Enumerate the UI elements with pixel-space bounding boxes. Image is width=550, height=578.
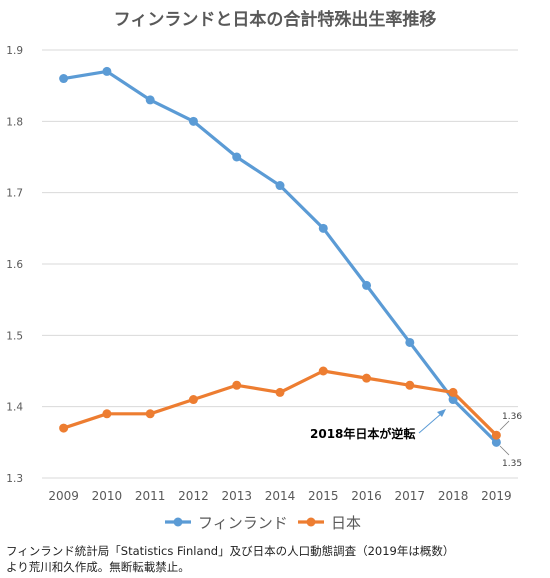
data-point — [405, 337, 415, 347]
legend-item: フィンランド — [165, 514, 288, 532]
x-tick-label: 2016 — [351, 489, 382, 503]
annotations: 2018年日本が逆転 1.36 1.35 — [310, 409, 522, 469]
x-tick-label: 2013 — [221, 489, 252, 503]
data-point — [145, 95, 155, 105]
data-point — [102, 409, 112, 419]
crossover-annotation: 2018年日本が逆転 — [310, 426, 415, 441]
chart-title: フィンランドと日本の合計特殊出生率推移 — [114, 9, 437, 30]
x-tick-label: 2010 — [92, 489, 123, 503]
series-layer — [59, 66, 501, 447]
data-point — [188, 116, 198, 126]
data-point — [102, 66, 112, 76]
data-point — [405, 380, 415, 390]
gridlines — [42, 49, 518, 479]
data-point — [188, 395, 198, 405]
y-tick-label: 1.8 — [6, 116, 23, 128]
source-line-2: より荒川和久作成。無断転載禁止。 — [6, 560, 190, 574]
data-point — [59, 74, 69, 84]
legend-item: 日本 — [298, 514, 361, 532]
data-point — [318, 223, 328, 233]
x-tick-label: 2014 — [265, 489, 296, 503]
data-point — [491, 437, 501, 447]
data-point — [448, 387, 458, 397]
data-point — [232, 152, 242, 162]
x-tick-label: 2012 — [178, 489, 209, 503]
series-japan — [59, 366, 501, 440]
japan-value-leader — [499, 420, 510, 431]
series-finland — [59, 66, 501, 447]
y-tick-label: 1.6 — [6, 259, 23, 271]
legend: フィンランド 日本 — [165, 514, 361, 532]
finland-last-value-label: 1.35 — [502, 459, 522, 469]
source-line-1: フィンランド統計局「Statistics Finland」及び日本の人口動態調査… — [6, 544, 455, 558]
y-tick-label: 1.4 — [6, 402, 23, 414]
x-tick-label: 2017 — [395, 489, 426, 503]
y-tick-label: 1.9 — [6, 45, 23, 57]
y-tick-label: 1.3 — [6, 473, 23, 485]
x-tick-label: 2015 — [308, 489, 339, 503]
x-tick-label: 2018 — [438, 489, 469, 503]
data-point — [275, 181, 285, 191]
y-tick-label: 1.7 — [6, 188, 23, 200]
crossover-arrowhead — [437, 409, 446, 417]
legend-label: 日本 — [331, 514, 361, 532]
data-point — [448, 395, 458, 405]
series-line — [62, 369, 498, 437]
data-point — [491, 430, 501, 440]
data-point — [362, 373, 372, 383]
data-point — [145, 409, 155, 419]
data-point — [275, 387, 285, 397]
y-axis: 1.3 1.4 1.5 1.6 1.7 1.8 1.9 — [6, 45, 23, 485]
x-tick-label: 2019 — [481, 489, 512, 503]
crossover-arrow-line — [418, 412, 443, 434]
legend-label: フィンランド — [198, 514, 288, 532]
legend-marker — [173, 517, 183, 527]
source-note: フィンランド統計局「Statistics Finland」及び日本の人口動態調査… — [6, 543, 546, 575]
legend-marker — [306, 517, 316, 527]
japan-last-value-label: 1.36 — [502, 412, 522, 422]
x-tick-label: 2009 — [48, 489, 79, 503]
x-axis: 2009 2010 2011 2012 2013 2014 2015 2016 2017 2018… — [48, 489, 511, 503]
x-tick-label: 2011 — [135, 489, 166, 503]
data-point — [318, 366, 328, 376]
series-line — [62, 69, 498, 444]
data-point — [59, 423, 69, 433]
y-tick-label: 1.5 — [6, 330, 23, 342]
data-point — [232, 380, 242, 390]
data-point — [362, 280, 372, 290]
finland-value-leader — [499, 445, 510, 456]
